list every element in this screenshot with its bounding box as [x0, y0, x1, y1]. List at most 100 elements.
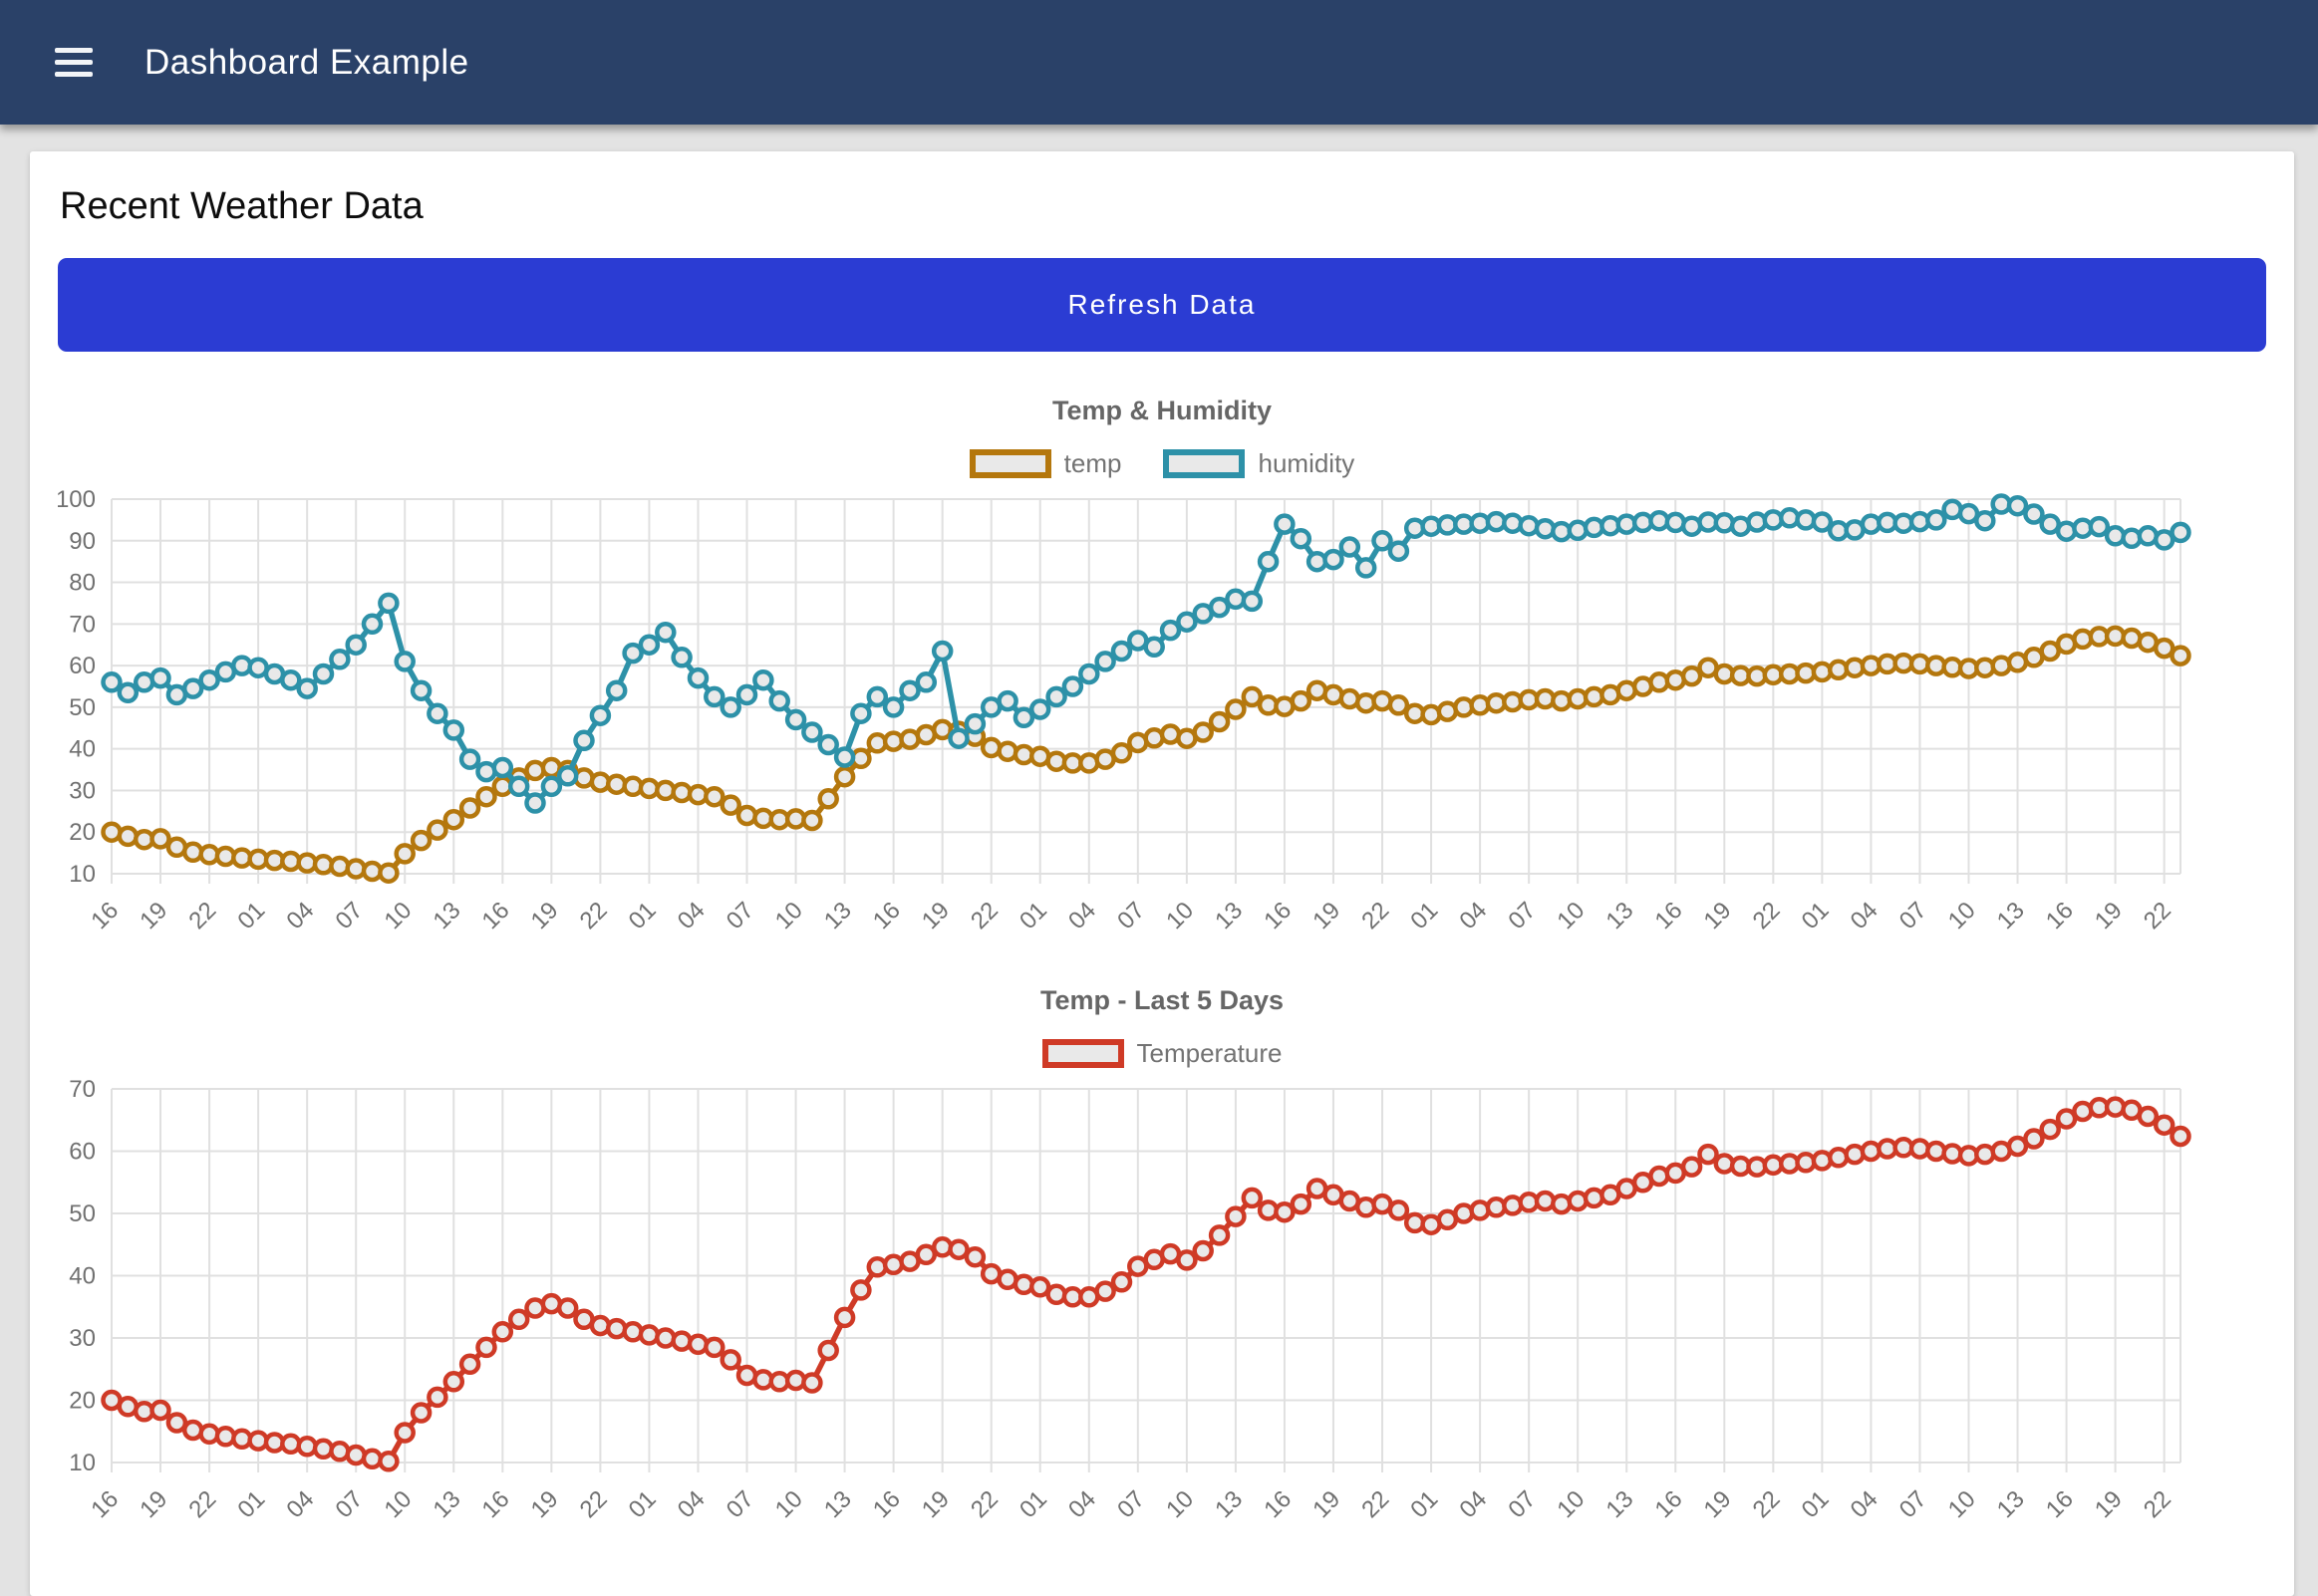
svg-text:10: 10	[380, 897, 418, 934]
legend-label: Temperature	[1136, 1038, 1283, 1068]
app-header: Dashboard Example	[0, 0, 2318, 125]
svg-text:13: 13	[819, 1485, 857, 1523]
svg-text:04: 04	[1063, 1485, 1101, 1523]
page-background: Recent Weather Data Refresh Data Temp & …	[0, 125, 2318, 1596]
svg-text:07: 07	[722, 897, 759, 934]
svg-text:04: 04	[1063, 897, 1101, 934]
svg-text:07: 07	[330, 897, 368, 934]
refresh-data-button[interactable]: Refresh Data	[58, 258, 2266, 352]
svg-text:22: 22	[2139, 1485, 2176, 1523]
app-title: Dashboard Example	[145, 42, 469, 82]
svg-text:16: 16	[868, 897, 906, 934]
svg-text:16: 16	[1259, 897, 1297, 934]
svg-text:07: 07	[1894, 897, 1932, 934]
svg-text:10: 10	[1943, 1485, 1981, 1523]
chart-canvas-mount: 70 60 50 40 30 20 10 16 19 22 01 04 07 10 13 16 19 22 01 04…	[58, 1079, 2266, 1555]
svg-text:16: 16	[2041, 1485, 2079, 1523]
svg-text:10: 10	[770, 897, 808, 934]
svg-text:16: 16	[477, 1485, 515, 1523]
svg-text:04: 04	[673, 1485, 711, 1523]
svg-text:19: 19	[526, 1485, 564, 1523]
svg-text:13: 13	[819, 897, 857, 934]
svg-text:60: 60	[69, 1139, 96, 1166]
svg-text:04: 04	[1454, 897, 1492, 934]
svg-text:50: 50	[69, 694, 96, 721]
svg-text:10: 10	[1161, 1485, 1199, 1523]
svg-text:19: 19	[917, 897, 955, 934]
svg-text:10: 10	[1161, 897, 1199, 934]
svg-text:80: 80	[69, 570, 96, 597]
svg-text:30: 30	[69, 777, 96, 804]
svg-text:22: 22	[1356, 897, 1394, 934]
svg-text:22: 22	[2139, 897, 2176, 934]
legend-item-temperature[interactable]: Temperature	[1041, 1038, 1283, 1069]
svg-text:07: 07	[1112, 897, 1150, 934]
svg-text:19: 19	[917, 1485, 955, 1523]
svg-text:01: 01	[624, 897, 662, 934]
svg-text:13: 13	[1210, 1485, 1248, 1523]
svg-text:04: 04	[281, 897, 319, 934]
svg-text:16: 16	[477, 897, 515, 934]
svg-text:10: 10	[1943, 897, 1981, 934]
svg-text:13: 13	[429, 1485, 466, 1523]
legend-item-temp[interactable]: temp	[969, 448, 1122, 479]
chart-canvas[interactable]: 100 90 80 70 60 50 40 30 20 10 16 19 22 01 04 07 10 13 16 1…	[58, 489, 2260, 959]
svg-text:07: 07	[1112, 1485, 1150, 1523]
svg-text:04: 04	[1454, 1485, 1492, 1523]
svg-text:16: 16	[1650, 897, 1688, 934]
svg-text:22: 22	[966, 897, 1004, 934]
svg-text:16: 16	[1650, 1485, 1688, 1523]
svg-text:19: 19	[526, 897, 564, 934]
svg-text:19: 19	[1699, 897, 1737, 934]
chart-title: Temp & Humidity	[1051, 396, 1272, 425]
svg-text:19: 19	[135, 897, 172, 934]
svg-text:01: 01	[1797, 897, 1835, 934]
svg-text:100: 100	[58, 489, 96, 513]
menu-icon[interactable]	[55, 48, 93, 77]
svg-text:16: 16	[1259, 1485, 1297, 1523]
svg-text:40: 40	[69, 736, 96, 763]
svg-text:70: 70	[69, 611, 96, 638]
svg-text:01: 01	[624, 1485, 662, 1523]
chart-legend: Temperature	[58, 1038, 2266, 1069]
svg-text:16: 16	[86, 897, 124, 934]
svg-text:19: 19	[2090, 1485, 2128, 1523]
svg-text:10: 10	[1552, 897, 1590, 934]
legend-label: temp	[1063, 448, 1122, 478]
svg-text:10: 10	[69, 861, 96, 888]
svg-text:04: 04	[1846, 897, 1883, 934]
svg-text:10: 10	[770, 1485, 808, 1523]
svg-text:22: 22	[1356, 1485, 1394, 1523]
svg-text:04: 04	[1846, 1485, 1883, 1523]
temp-last-5-days-chart: Temp - Last 5 Days Temperature 70 60 50 40 3…	[58, 985, 2266, 1555]
svg-text:22: 22	[1748, 1485, 1786, 1523]
svg-text:16: 16	[2041, 897, 2079, 934]
svg-text:07: 07	[1503, 897, 1541, 934]
svg-text:13: 13	[1992, 897, 2030, 934]
temp-humidity-chart: Temp & Humidity temp humidity 100 90 80 70 60…	[58, 396, 2266, 959]
svg-text:30: 30	[69, 1325, 96, 1352]
legend-swatch	[969, 449, 1051, 478]
svg-text:01: 01	[1405, 897, 1443, 934]
svg-text:19: 19	[1699, 1485, 1737, 1523]
svg-text:40: 40	[69, 1263, 96, 1290]
chart-canvas-mount: 100 90 80 70 60 50 40 30 20 10 16 19 22 01 04 07 10 13 16 1…	[58, 489, 2266, 959]
legend-swatch	[1163, 449, 1246, 478]
svg-text:04: 04	[281, 1485, 319, 1523]
chart-canvas[interactable]: 70 60 50 40 30 20 10 16 19 22 01 04 07 10 13 16 19 22 01 04…	[58, 1079, 2260, 1555]
svg-text:07: 07	[330, 1485, 368, 1523]
legend-item-humidity[interactable]: humidity	[1163, 448, 1354, 479]
svg-text:13: 13	[1600, 1485, 1638, 1523]
svg-text:19: 19	[135, 1485, 172, 1523]
legend-label: humidity	[1258, 448, 1355, 478]
svg-text:01: 01	[1014, 1485, 1052, 1523]
svg-text:01: 01	[1797, 1485, 1835, 1523]
svg-text:13: 13	[1600, 897, 1638, 934]
svg-text:22: 22	[1748, 897, 1786, 934]
chart-legend: temp humidity	[58, 448, 2266, 479]
svg-text:19: 19	[2090, 897, 2128, 934]
svg-text:70: 70	[69, 1079, 96, 1103]
svg-text:60: 60	[69, 653, 96, 679]
svg-text:20: 20	[69, 1388, 96, 1415]
content-card: Recent Weather Data Refresh Data Temp & …	[30, 151, 2294, 1596]
